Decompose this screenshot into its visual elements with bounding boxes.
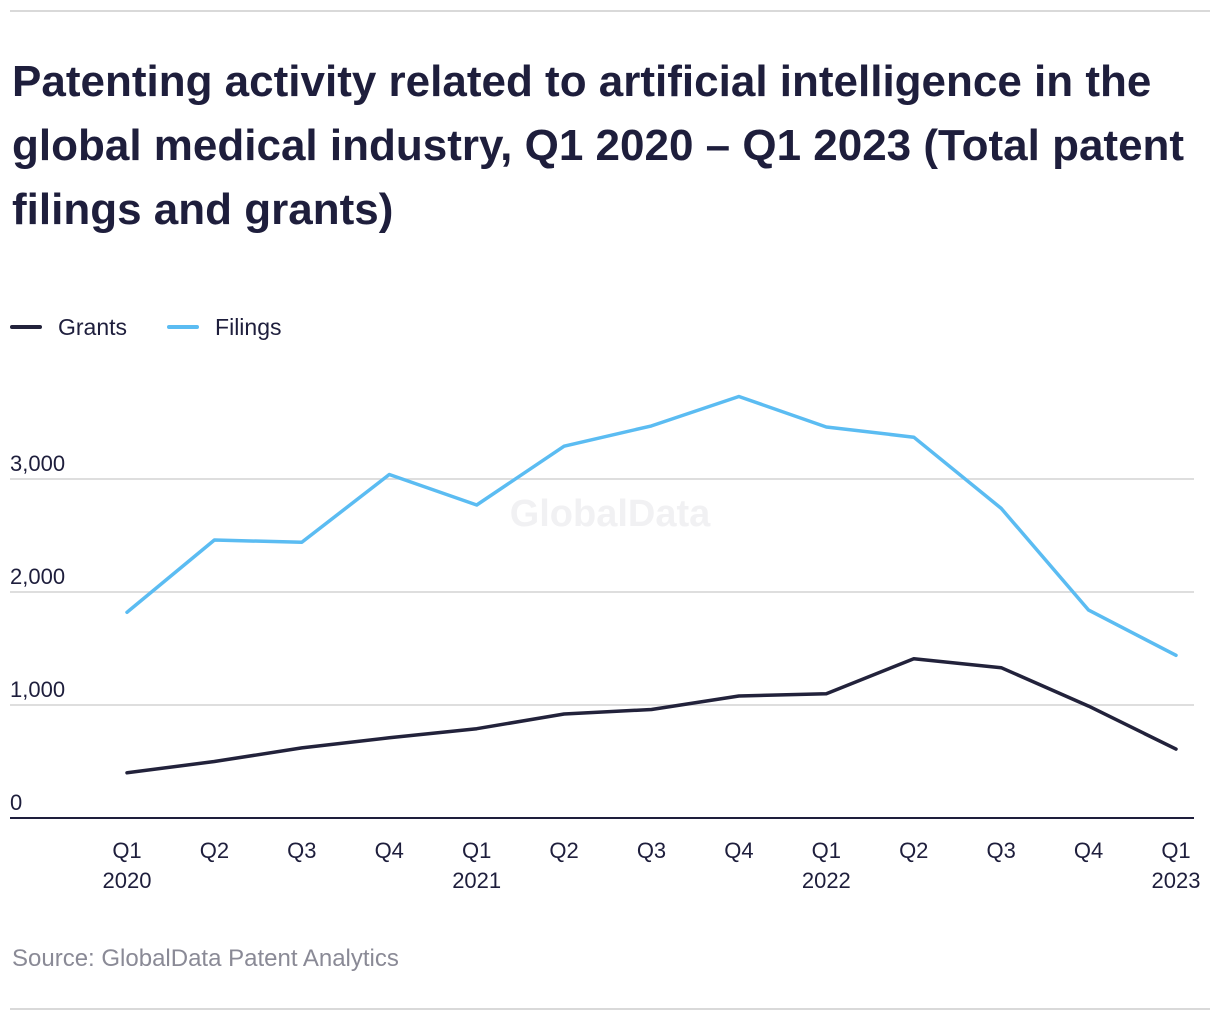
- x-tick-label-quarter: Q4: [375, 838, 404, 863]
- y-tick-label: 1,000: [10, 677, 65, 702]
- legend-swatch-filings: [167, 325, 200, 329]
- x-tick-label-year: 2021: [452, 868, 501, 893]
- gridlines: [10, 478, 1194, 819]
- source-note: Source: GlobalData Patent Analytics: [12, 945, 399, 972]
- series-line-filings: [125, 394, 1178, 658]
- x-tick-label-quarter: Q2: [549, 838, 578, 863]
- x-tick-label-quarter: Q3: [637, 838, 666, 863]
- legend-item-grants: Grants: [10, 314, 127, 341]
- legend: Grants Filings: [10, 310, 322, 344]
- series-line-grants: [125, 656, 1178, 775]
- series-lines: [125, 394, 1178, 775]
- chart-title: Patenting activity related to artificial…: [12, 57, 1185, 234]
- x-tick-label-quarter: Q3: [287, 838, 316, 863]
- x-tick-label-quarter: Q1: [112, 838, 141, 863]
- x-tick-label-quarter: Q1: [462, 838, 491, 863]
- x-tick-label-quarter: Q1: [812, 838, 841, 863]
- bottom-rule: [10, 1008, 1210, 1010]
- line-chart: GlobalData 0 1,000 2,000 3,000 Q1 2020 Q2 Q3 Q4…: [10, 394, 1201, 893]
- legend-item-filings: Filings: [167, 313, 282, 341]
- legend-label-filings: Filings: [215, 313, 282, 340]
- y-axis-labels: 0 1,000 2,000 3,000: [10, 451, 65, 815]
- legend-swatch-grants: [10, 325, 42, 329]
- watermark: GlobalData: [510, 493, 711, 535]
- x-tick-label-quarter: Q4: [1074, 838, 1103, 863]
- top-rule: [10, 10, 1210, 12]
- y-tick-label: 0: [10, 790, 22, 815]
- x-tick-label-quarter: Q3: [986, 838, 1015, 863]
- x-tick-label-year: 2023: [1152, 868, 1201, 893]
- y-tick-label: 3,000: [10, 451, 65, 476]
- x-tick-label-quarter: Q1: [1161, 838, 1190, 863]
- x-tick-label-quarter: Q2: [200, 838, 229, 863]
- legend-label-grants: Grants: [58, 313, 128, 340]
- x-tick-label-quarter: Q4: [724, 838, 753, 863]
- x-tick-label-year: 2020: [103, 868, 152, 893]
- y-tick-label: 2,000: [10, 564, 65, 589]
- x-axis-labels: Q1 2020 Q2 Q3 Q4 Q1 2021 Q2 Q3 Q4 Q1 2022 Q2 Q3 Q4 Q1 20…: [103, 838, 1201, 893]
- x-tick-label-quarter: Q2: [899, 838, 928, 863]
- x-tick-label-year: 2022: [802, 868, 851, 893]
